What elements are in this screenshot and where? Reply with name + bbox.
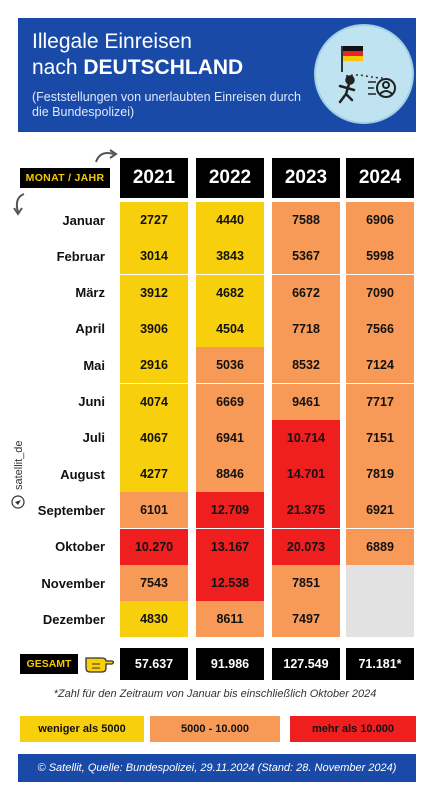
- side-credit: satellit_de: [8, 420, 28, 509]
- table-cell: 12.709: [196, 492, 264, 529]
- table-cell: 20.073: [272, 528, 340, 565]
- month-label: Juni: [78, 394, 105, 409]
- table-cell: 7497: [272, 601, 340, 638]
- table-cell: 5036: [196, 347, 264, 384]
- table-cell: 21.375: [272, 492, 340, 529]
- side-credit-svg: satellit_de: [11, 440, 25, 509]
- table-cell: 6669: [196, 383, 264, 420]
- table-cell: 6921: [346, 492, 414, 529]
- month-label: Juli: [82, 430, 105, 446]
- month-label: März: [75, 285, 105, 301]
- table-cell: 10.270: [120, 528, 188, 565]
- legend-item: 5000 - 10.000: [150, 716, 280, 742]
- side-credit-text: satellit_de: [13, 440, 25, 490]
- month-label: November: [41, 575, 105, 591]
- table-cell: 6906: [346, 202, 414, 238]
- table-cell: 3843: [196, 238, 264, 275]
- table-cell: 7851: [272, 565, 340, 601]
- month-label: Januar: [62, 212, 105, 228]
- title-line-2: nach DEUTSCHLAND: [32, 56, 243, 80]
- month-label: Februar: [56, 248, 105, 264]
- table-cell: 7124: [346, 347, 414, 384]
- table-cell: 7566: [346, 310, 414, 347]
- germany-flag-icon: [341, 46, 363, 72]
- legend-item: weniger als 5000: [20, 716, 144, 742]
- total-cell: 127.549: [272, 648, 340, 680]
- table-cell: 12.538: [196, 565, 264, 601]
- table-cell: 6941: [196, 419, 264, 456]
- table-cell: 5998: [346, 238, 414, 275]
- border-crossing-badge: [314, 24, 414, 124]
- running-person-icon: [338, 75, 356, 104]
- footnote: *Zahl für den Zeitraum von Januar bis ei…: [53, 688, 377, 700]
- month-label: Mai: [83, 357, 105, 373]
- table-cell: 14.701: [272, 456, 340, 493]
- table-cell: 8532: [272, 347, 340, 384]
- year-header-2024: 2024: [346, 158, 414, 198]
- table-cell: 6889: [346, 528, 414, 565]
- table-cell: 3912: [120, 274, 188, 311]
- badge-illustration: [338, 46, 396, 104]
- row-header-label: MONAT / JAHR: [20, 168, 110, 188]
- table-cell: 7718: [272, 310, 340, 347]
- table-cell: 2916: [120, 347, 188, 384]
- subtitle: (Feststellungen von unerlaubten Einreise…: [32, 90, 301, 119]
- month-label: Dezember: [42, 611, 105, 627]
- table-cell: 4682: [196, 274, 264, 311]
- title-line-2-prefix: nach: [32, 56, 84, 79]
- table-cell: [346, 565, 414, 601]
- curved-arrow-icon-down: [13, 193, 25, 216]
- table-cell: 4504: [196, 310, 264, 347]
- table-cell: 7819: [346, 456, 414, 493]
- person-circle-icon: [376, 78, 396, 98]
- table-cell: 7717: [346, 383, 414, 420]
- table-cell: 7588: [272, 202, 340, 238]
- year-header-2023: 2023: [272, 158, 340, 198]
- table-cell: 9461: [272, 383, 340, 420]
- table-cell: 8846: [196, 456, 264, 493]
- month-label: April: [75, 321, 105, 337]
- year-header-2022: 2022: [196, 158, 264, 198]
- table-cell: 2727: [120, 202, 188, 238]
- table-cell: 4830: [120, 601, 188, 638]
- title-line-2-bold: DEUTSCHLAND: [83, 56, 244, 79]
- table-cell: 7151: [346, 419, 414, 456]
- table-cell: 4440: [196, 202, 264, 238]
- table-cell: 13.167: [196, 528, 264, 565]
- table-cell: 7090: [346, 274, 414, 311]
- table-cell: 3906: [120, 310, 188, 347]
- table-cell: 3014: [120, 238, 188, 275]
- table-cell: 7543: [120, 565, 188, 601]
- total-label: GESAMT: [20, 654, 78, 674]
- total-cell: 71.181*: [346, 648, 414, 680]
- year-header-2021: 2021: [120, 158, 188, 198]
- month-label: September: [37, 502, 105, 518]
- curved-arrow-icon: [95, 149, 118, 163]
- table-cell: 4277: [120, 456, 188, 493]
- table-cell: 10.714: [272, 419, 340, 456]
- table-cell: [346, 601, 414, 638]
- footer-source: © Satellit, Quelle: Bundespolizei, 29.11…: [18, 754, 416, 782]
- header-banner: Illegale Einreisen nach DEUTSCHLAND (Fes…: [18, 18, 416, 132]
- table-cell: 5367: [272, 238, 340, 275]
- month-label: August: [60, 466, 105, 482]
- pointing-hand-icon: [85, 657, 115, 673]
- total-cell: 91.986: [196, 648, 264, 680]
- total-cell: 57.637: [120, 648, 188, 680]
- table-cell: 4074: [120, 383, 188, 420]
- table-cell: 6101: [120, 492, 188, 529]
- legend-item: mehr als 10.000: [290, 716, 416, 742]
- title-line-1: Illegale Einreisen: [32, 30, 192, 53]
- table-cell: 6672: [272, 274, 340, 311]
- table-cell: 4067: [120, 419, 188, 456]
- table-cell: 8611: [196, 601, 264, 638]
- month-label: Oktober: [55, 539, 105, 555]
- location-icon: [11, 495, 25, 509]
